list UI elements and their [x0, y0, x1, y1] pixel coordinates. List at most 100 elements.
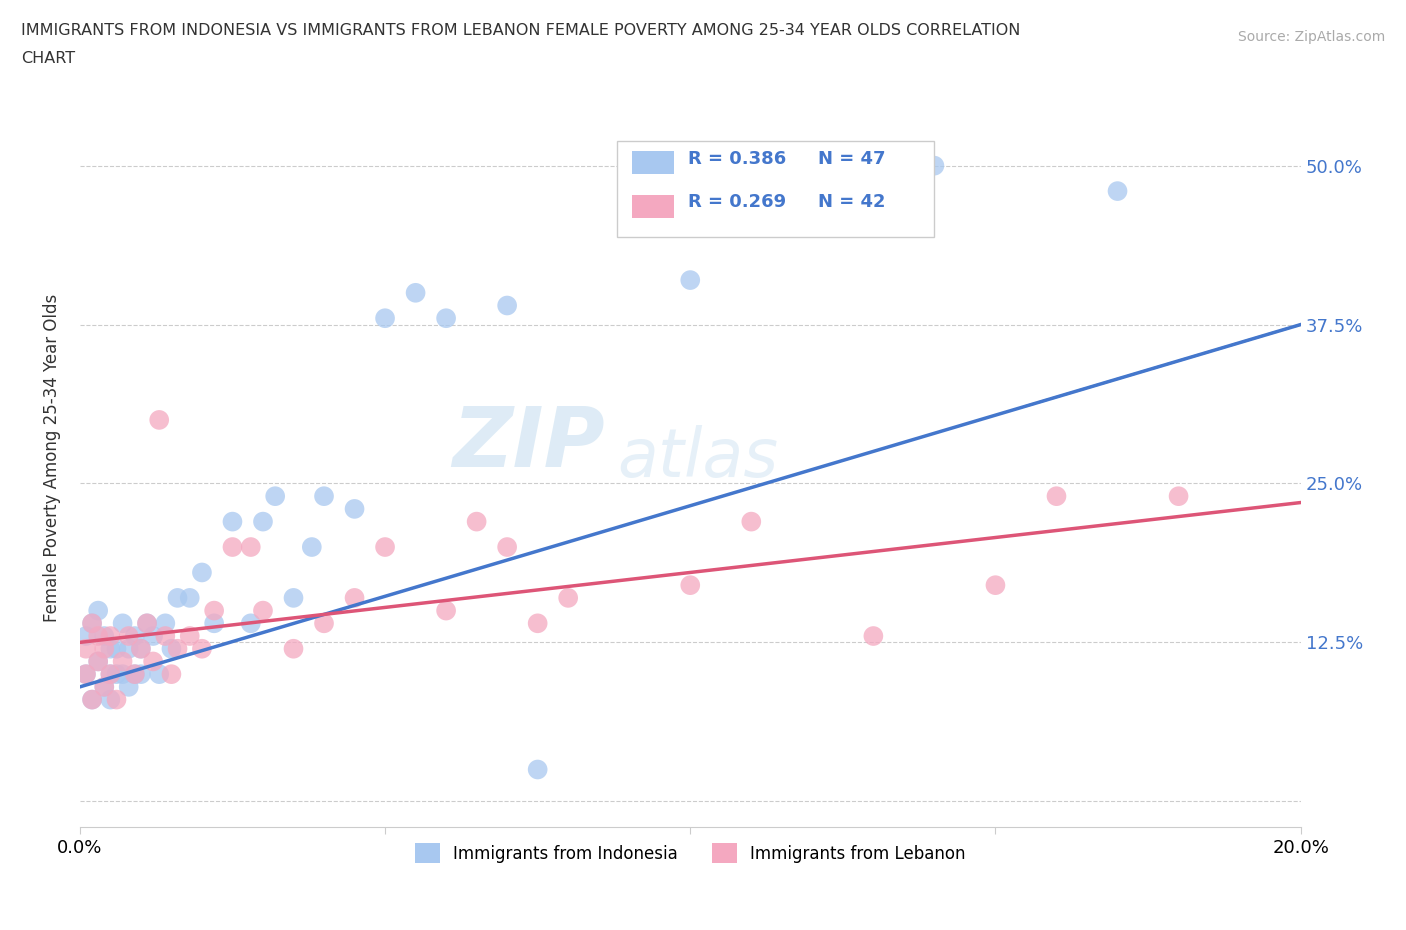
Point — [740, 514, 762, 529]
Point — [160, 642, 183, 657]
Point — [148, 667, 170, 682]
Point — [679, 272, 702, 287]
Point — [100, 692, 122, 707]
Point — [343, 591, 366, 605]
Point — [160, 667, 183, 682]
Point — [111, 667, 134, 682]
Point — [179, 629, 201, 644]
Point — [87, 654, 110, 669]
Point — [496, 299, 519, 313]
Point — [80, 616, 103, 631]
Point — [984, 578, 1007, 592]
Y-axis label: Female Poverty Among 25-34 Year Olds: Female Poverty Among 25-34 Year Olds — [44, 294, 60, 622]
Point — [129, 642, 152, 657]
Point — [264, 489, 287, 504]
Point — [142, 629, 165, 644]
Point — [166, 591, 188, 605]
Bar — [631, 194, 675, 219]
Point — [80, 692, 103, 707]
Point — [202, 616, 225, 631]
Point — [283, 591, 305, 605]
Point — [405, 286, 427, 300]
Text: IMMIGRANTS FROM INDONESIA VS IMMIGRANTS FROM LEBANON FEMALE POVERTY AMONG 25-34 : IMMIGRANTS FROM INDONESIA VS IMMIGRANTS … — [21, 23, 1021, 38]
Point — [93, 642, 115, 657]
Point — [93, 680, 115, 695]
Point — [301, 539, 323, 554]
Point — [252, 514, 274, 529]
Point — [166, 642, 188, 657]
Point — [93, 629, 115, 644]
Point — [202, 604, 225, 618]
Point — [75, 629, 97, 644]
Point — [100, 629, 122, 644]
Point — [465, 514, 488, 529]
Point — [118, 629, 141, 644]
Text: atlas: atlas — [617, 425, 778, 491]
Point — [239, 539, 262, 554]
Point — [100, 667, 122, 682]
Text: N = 42: N = 42 — [818, 193, 886, 211]
Point — [80, 692, 103, 707]
Point — [374, 311, 396, 325]
Point — [155, 629, 177, 644]
Point — [80, 616, 103, 631]
Bar — [631, 151, 675, 174]
Point — [862, 629, 884, 644]
Point — [142, 654, 165, 669]
Point — [111, 654, 134, 669]
Text: R = 0.269: R = 0.269 — [688, 193, 786, 211]
Point — [87, 604, 110, 618]
Point — [105, 692, 128, 707]
Point — [312, 489, 335, 504]
Point — [801, 209, 824, 224]
Point — [221, 514, 243, 529]
Point — [100, 642, 122, 657]
Point — [283, 642, 305, 657]
Point — [179, 591, 201, 605]
Point — [129, 667, 152, 682]
Point — [124, 629, 146, 644]
Point — [312, 616, 335, 631]
Legend: Immigrants from Indonesia, Immigrants from Lebanon: Immigrants from Indonesia, Immigrants fr… — [409, 836, 972, 870]
Point — [93, 680, 115, 695]
Point — [343, 501, 366, 516]
Point — [87, 629, 110, 644]
Point — [526, 762, 548, 777]
Point — [124, 667, 146, 682]
Point — [221, 539, 243, 554]
Point — [924, 158, 946, 173]
Point — [1107, 183, 1129, 198]
Text: CHART: CHART — [21, 51, 75, 66]
Point — [148, 413, 170, 428]
Text: Source: ZipAtlas.com: Source: ZipAtlas.com — [1237, 30, 1385, 44]
Point — [100, 667, 122, 682]
Point — [136, 616, 159, 631]
Point — [434, 311, 457, 325]
Point — [239, 616, 262, 631]
Point — [557, 591, 579, 605]
Point — [679, 578, 702, 592]
Point — [136, 616, 159, 631]
Point — [105, 667, 128, 682]
Point — [75, 667, 97, 682]
Point — [1045, 489, 1067, 504]
Point — [434, 604, 457, 618]
Point — [75, 642, 97, 657]
Point — [191, 565, 214, 580]
Point — [75, 667, 97, 682]
Point — [155, 616, 177, 631]
Point — [87, 654, 110, 669]
Text: N = 47: N = 47 — [818, 151, 886, 168]
Point — [252, 604, 274, 618]
Point — [118, 642, 141, 657]
Point — [1167, 489, 1189, 504]
Point — [374, 539, 396, 554]
Point — [118, 680, 141, 695]
FancyBboxPatch shape — [617, 141, 935, 237]
Text: R = 0.386: R = 0.386 — [688, 151, 786, 168]
Point — [129, 642, 152, 657]
Point — [111, 616, 134, 631]
Point — [105, 642, 128, 657]
Point — [124, 667, 146, 682]
Point — [496, 539, 519, 554]
